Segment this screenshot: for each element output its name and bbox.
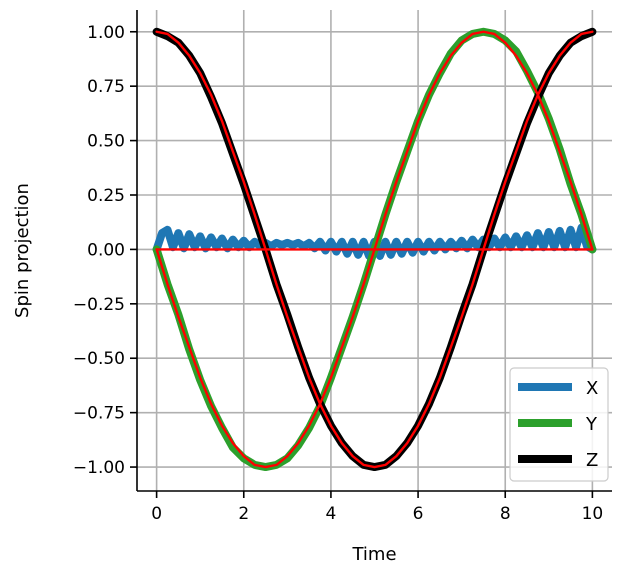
x-axis-label: Time — [351, 544, 396, 565]
x-tick-label: 10 — [582, 504, 604, 524]
y-tick-label: −0.25 — [73, 295, 125, 315]
y-tick-label: 0.50 — [87, 132, 125, 152]
y-tick-label: −0.75 — [73, 404, 125, 424]
y-tick-label: 0.25 — [87, 186, 125, 206]
x-tick-label: 8 — [500, 504, 511, 524]
x-tick-label: 6 — [413, 504, 424, 524]
y-axis-label: Spin projection — [12, 183, 33, 318]
y-tick-label: −0.50 — [73, 349, 125, 369]
legend: XYZ — [510, 368, 608, 481]
legend-label-y: Y — [585, 414, 598, 435]
x-tick-label: 2 — [238, 504, 249, 524]
y-tick-label: 0.00 — [87, 240, 125, 260]
x-tick-label: 0 — [151, 504, 162, 524]
y-tick-label: 0.75 — [87, 77, 125, 97]
legend-label-z: Z — [586, 450, 598, 471]
x-tick-label: 4 — [326, 504, 337, 524]
y-tick-label: −1.00 — [73, 458, 125, 478]
legend-label-x: X — [586, 378, 598, 399]
y-tick-label: 1.00 — [87, 23, 125, 43]
